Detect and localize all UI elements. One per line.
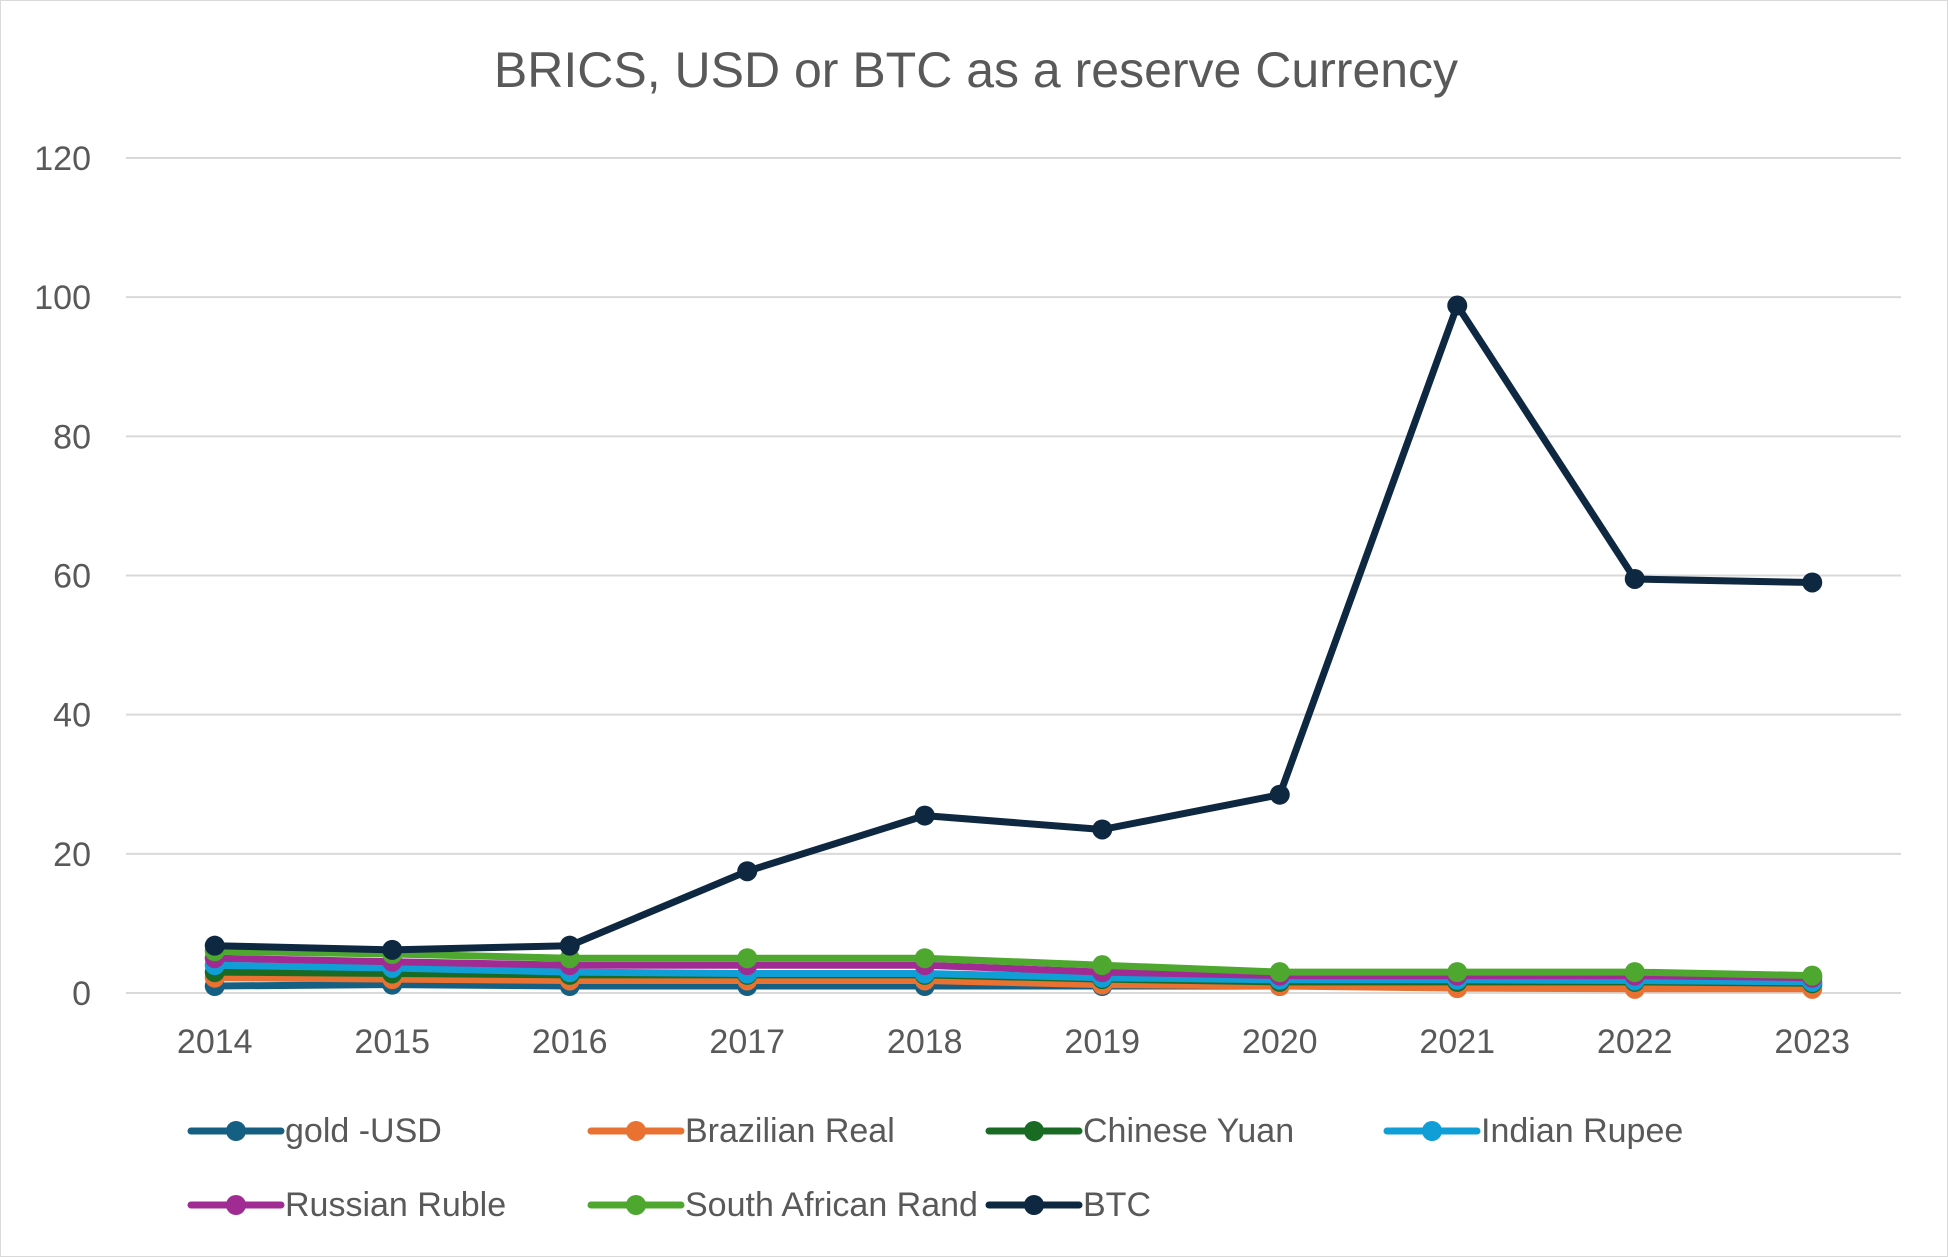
data-point <box>1092 819 1113 840</box>
series-line <box>211 961 1816 986</box>
legend-swatch-marker <box>1422 1121 1442 1141</box>
gridlines <box>126 157 1901 994</box>
data-point <box>1447 295 1468 316</box>
y-tick-label: 80 <box>53 418 91 456</box>
legend-swatch-marker <box>226 1195 246 1215</box>
y-tick-label: 100 <box>34 279 91 317</box>
series-line <box>211 302 1816 954</box>
chart-title: BRICS, USD or BTC as a reserve Currency <box>494 42 1458 98</box>
data-point <box>1802 965 1823 986</box>
x-tick-label: 2016 <box>532 1023 608 1061</box>
data-point <box>1269 784 1290 805</box>
legend-label: gold -USD <box>285 1112 442 1150</box>
y-axis: 0 20 40 60 80 100 120 <box>34 140 91 1013</box>
x-tick-label: 2020 <box>1242 1023 1318 1061</box>
legend-label: Chinese Yuan <box>1083 1112 1294 1150</box>
legend-swatch-marker <box>626 1195 646 1215</box>
legend-label: Russian Ruble <box>285 1186 506 1224</box>
data-point <box>1802 572 1823 593</box>
legend-item: South African Rand <box>587 1186 978 1224</box>
data-point <box>737 948 758 969</box>
x-tick-label: 2017 <box>709 1023 785 1061</box>
data-point <box>1624 962 1645 983</box>
x-axis: 2014 2015 2016 2017 2018 2019 2020 2021 2022 2023 <box>177 1023 1850 1061</box>
legend-swatch-marker <box>226 1121 246 1141</box>
legend-label: Indian Rupee <box>1481 1112 1683 1150</box>
data-point <box>1447 962 1468 983</box>
y-tick-label: 60 <box>53 558 91 596</box>
legend-item: Chinese Yuan <box>985 1112 1294 1150</box>
data-point <box>737 861 758 882</box>
legend-item: Brazilian Real <box>587 1112 895 1150</box>
x-tick-label: 2019 <box>1064 1023 1140 1061</box>
data-point <box>914 805 935 826</box>
legend-item: BTC <box>985 1186 1151 1224</box>
legend-swatch-marker <box>626 1121 646 1141</box>
legend-swatch-marker <box>1024 1195 1044 1215</box>
legend-label: South African Rand <box>685 1186 978 1224</box>
legend-item: gold -USD <box>187 1112 442 1150</box>
x-tick-label: 2022 <box>1597 1023 1673 1061</box>
series-line <box>211 974 1816 993</box>
legend: gold -USD Brazilian Real Chinese Yuan India… <box>187 1112 1683 1224</box>
legend-item: Indian Rupee <box>1383 1112 1683 1150</box>
x-tick-label: 2014 <box>177 1023 253 1061</box>
data-point <box>204 935 225 956</box>
data-point <box>1269 962 1290 983</box>
legend-label: BTC <box>1083 1186 1151 1224</box>
legend-label: Brazilian Real <box>685 1112 895 1150</box>
data-point <box>382 939 403 960</box>
x-tick-label: 2023 <box>1774 1023 1850 1061</box>
data-point <box>559 935 580 956</box>
data-point <box>914 948 935 969</box>
data-point <box>1624 568 1645 589</box>
legend-item: Russian Ruble <box>187 1186 506 1224</box>
series-6 <box>204 295 1823 960</box>
y-tick-label: 40 <box>53 697 91 735</box>
x-tick-label: 2021 <box>1419 1023 1495 1061</box>
y-tick-label: 20 <box>53 836 91 874</box>
x-tick-label: 2018 <box>887 1023 963 1061</box>
y-tick-label: 0 <box>72 975 91 1013</box>
legend-swatch-marker <box>1024 1121 1044 1141</box>
series-line <box>211 947 1816 980</box>
x-tick-label: 2015 <box>354 1023 430 1061</box>
y-tick-label: 120 <box>34 140 91 178</box>
series-lines <box>204 295 1823 999</box>
data-point <box>1092 955 1113 976</box>
